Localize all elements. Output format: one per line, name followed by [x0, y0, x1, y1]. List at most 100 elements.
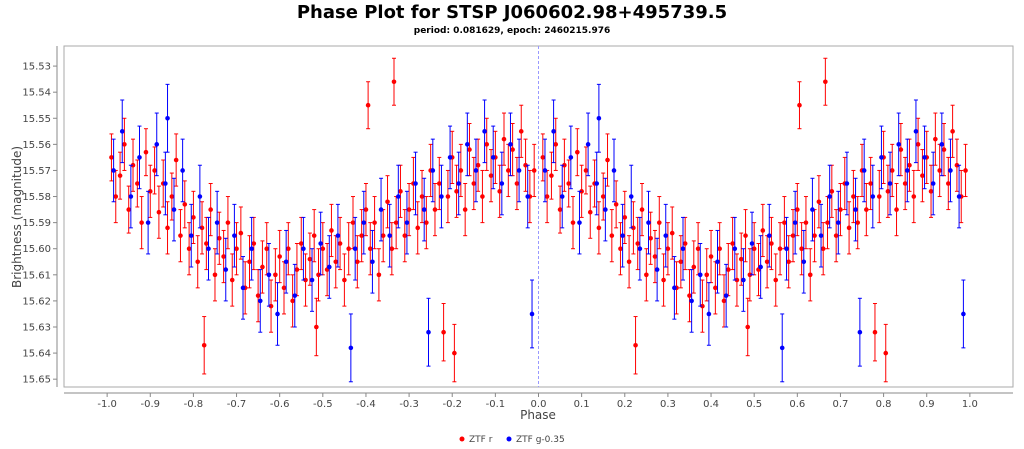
data-point	[329, 228, 334, 233]
x-tick-label: -0.5	[313, 399, 333, 410]
x-tick-label: 0.3	[660, 399, 676, 410]
data-point	[963, 168, 968, 173]
data-point	[445, 194, 451, 199]
x-tick-label: -0.7	[227, 399, 247, 410]
y-tick-label: 15.65	[22, 375, 51, 386]
data-point	[956, 194, 962, 199]
x-tick-label: 1.0	[962, 399, 978, 410]
data-point	[930, 181, 936, 186]
data-point	[518, 129, 524, 134]
data-point	[542, 168, 548, 173]
data-point	[335, 233, 341, 238]
data-point	[199, 225, 205, 231]
x-tick-label: -0.2	[442, 399, 462, 410]
data-point	[889, 168, 895, 173]
data-point	[111, 168, 116, 173]
data-point	[898, 147, 904, 152]
data-point	[928, 189, 934, 194]
x-tick-label: -0.1	[486, 399, 506, 410]
data-point	[894, 207, 899, 212]
data-point	[766, 233, 772, 238]
data-point	[596, 115, 602, 121]
data-point	[868, 181, 873, 186]
data-point	[549, 173, 554, 178]
data-point	[206, 246, 211, 252]
data-point	[273, 272, 278, 278]
series-ztf-g	[111, 83, 966, 383]
data-point	[887, 181, 893, 186]
x-tick-label: -0.6	[270, 399, 290, 410]
x-tick-label: 0.0	[531, 399, 547, 410]
data-point	[872, 329, 878, 335]
data-point	[885, 189, 891, 194]
data-point	[557, 207, 563, 212]
data-point	[497, 189, 502, 194]
legend-label-ztf-g: ZTF g-0.35	[516, 435, 565, 445]
data-point	[905, 168, 910, 173]
data-point	[188, 233, 194, 238]
data-point	[490, 155, 496, 160]
x-tick-label: 0.7	[833, 399, 849, 410]
data-point	[126, 207, 132, 212]
series-ztf-r	[109, 57, 968, 383]
data-point	[372, 220, 377, 225]
y-tick-label: 15.63	[22, 322, 51, 333]
data-point	[421, 207, 427, 212]
data-point	[128, 194, 134, 199]
data-point	[475, 162, 481, 168]
data-point	[751, 246, 757, 252]
data-point	[797, 102, 802, 108]
data-point	[255, 293, 261, 298]
data-point	[883, 350, 889, 356]
data-point	[385, 199, 390, 205]
data-point	[135, 181, 140, 186]
y-tick-label: 15.57	[22, 166, 51, 177]
data-point	[333, 259, 339, 265]
data-point	[661, 277, 666, 283]
y-tick-label: 15.56	[22, 140, 51, 151]
data-point	[260, 264, 265, 270]
data-point	[553, 142, 559, 147]
data-point	[426, 329, 431, 335]
data-point	[879, 155, 884, 160]
data-point	[723, 293, 729, 298]
data-point	[876, 194, 882, 199]
data-point	[779, 345, 785, 351]
data-point	[454, 189, 459, 194]
data-point	[672, 285, 677, 291]
data-point	[639, 207, 645, 212]
data-point	[229, 277, 235, 283]
data-point	[303, 277, 308, 283]
data-point	[678, 259, 684, 265]
data-point	[596, 225, 602, 231]
data-point	[838, 207, 843, 212]
data-point	[738, 256, 744, 262]
data-point	[758, 264, 763, 270]
data-point	[169, 194, 175, 199]
data-point	[506, 168, 511, 173]
x-tick-label: -0.8	[184, 399, 204, 410]
data-point	[361, 220, 367, 225]
data-point	[708, 254, 714, 259]
data-point	[911, 194, 917, 199]
data-point	[275, 311, 280, 317]
data-point	[465, 142, 470, 147]
x-tick-label: 0.2	[617, 399, 633, 410]
data-point	[147, 189, 153, 194]
data-point	[618, 246, 623, 252]
data-point	[682, 241, 688, 246]
data-point	[456, 181, 461, 186]
data-point	[286, 246, 291, 252]
data-point	[585, 142, 591, 147]
data-point	[544, 194, 550, 199]
data-point	[363, 207, 369, 212]
data-point	[605, 157, 610, 163]
data-point	[635, 241, 641, 246]
data-point	[396, 194, 401, 199]
data-point	[915, 142, 921, 147]
data-point	[622, 215, 628, 220]
data-point	[945, 181, 951, 186]
data-point	[870, 194, 876, 199]
data-point	[792, 220, 798, 225]
data-point	[180, 168, 185, 173]
